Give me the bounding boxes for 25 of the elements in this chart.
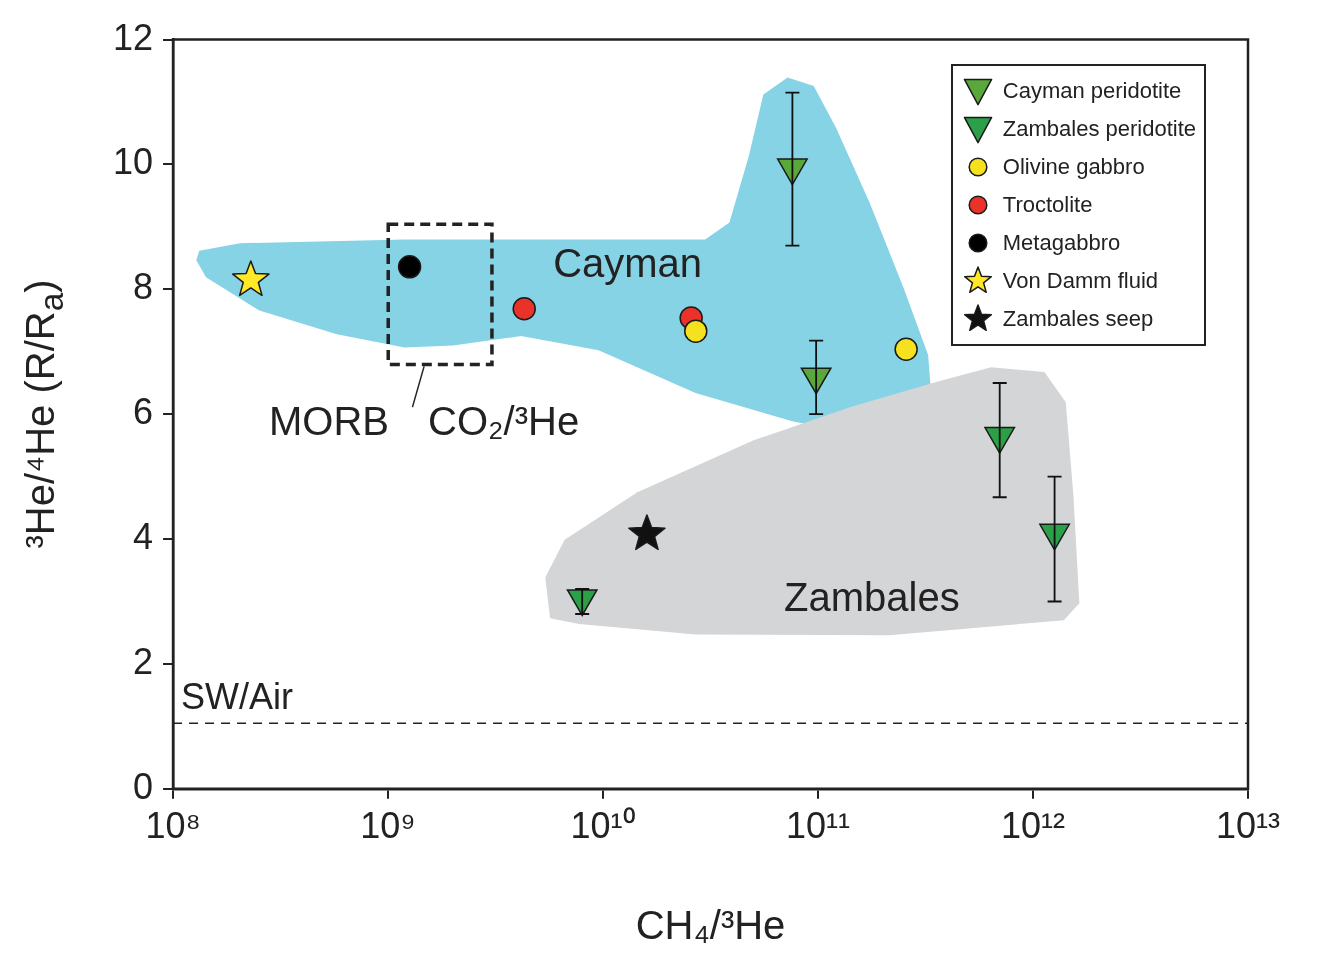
x-axis-title: CH₄/³He bbox=[635, 903, 786, 948]
legend-label: Cayman peridotite bbox=[1002, 77, 1182, 104]
y-tick-label: 0 bbox=[133, 765, 154, 807]
legend-label: Von Damm fluid bbox=[1002, 267, 1159, 294]
y-tick-label: 10 bbox=[113, 141, 154, 183]
x-tick-label: 10⁸ bbox=[145, 805, 201, 847]
x-tick-label: 10¹¹ bbox=[786, 805, 851, 847]
y-tick-label: 8 bbox=[133, 266, 154, 308]
annotation: Zambales bbox=[784, 574, 960, 620]
annotation: MORB CO₂/³He bbox=[268, 398, 580, 444]
x-tick-label: 10⁹ bbox=[360, 805, 416, 847]
x-tick-label: 10¹² bbox=[1000, 805, 1066, 847]
annotation: Cayman bbox=[553, 240, 703, 286]
ref-line-label: SW/Air bbox=[181, 676, 294, 718]
legend-label: Zambales seep bbox=[1002, 305, 1154, 332]
y-tick-label: 12 bbox=[113, 16, 154, 58]
y-tick-label: 4 bbox=[133, 515, 154, 557]
legend-label: Metagabbro bbox=[1002, 229, 1121, 256]
y-tick-label: 6 bbox=[133, 391, 154, 433]
legend-label: Troctolite bbox=[1002, 191, 1093, 218]
legend-label: Zambales peridotite bbox=[1002, 115, 1196, 142]
x-tick-label: 10¹⁰ bbox=[570, 805, 636, 847]
legend-label: Olivine gabbro bbox=[1002, 153, 1145, 180]
y-tick-label: 2 bbox=[133, 640, 154, 682]
x-tick-label: 10¹³ bbox=[1215, 805, 1281, 847]
